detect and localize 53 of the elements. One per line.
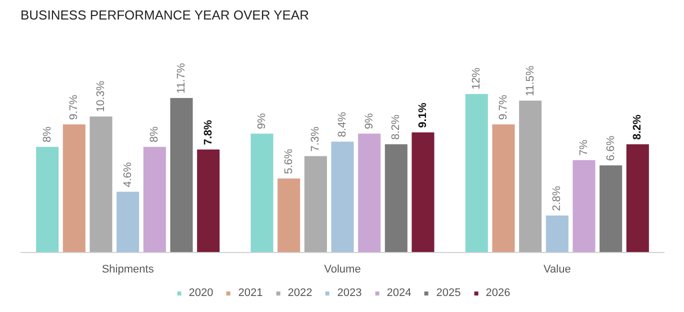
data-label: 7.8% xyxy=(202,120,214,146)
data-label: 8.4% xyxy=(336,112,348,138)
bar xyxy=(278,178,300,252)
legend-label: 2022 xyxy=(288,287,312,299)
data-label: 11.7% xyxy=(176,62,188,94)
bar xyxy=(250,134,274,252)
data-label: 7.3% xyxy=(310,126,322,152)
data-label: 9.1% xyxy=(417,102,429,128)
data-label: 8.2% xyxy=(632,114,644,140)
bar xyxy=(304,156,327,252)
data-label: 8% xyxy=(41,126,54,142)
bar xyxy=(412,132,434,252)
data-label: 9% xyxy=(256,113,268,130)
bar xyxy=(197,150,220,252)
bar xyxy=(546,216,568,252)
chart-title: BUSINESS PERFORMANCE YEAR OVER YEAR xyxy=(20,8,309,22)
bar xyxy=(572,160,596,252)
bar xyxy=(600,165,622,252)
bar xyxy=(331,142,354,252)
data-label: 9.7% xyxy=(498,94,510,120)
data-label: 10.3% xyxy=(95,80,107,112)
x-tick-label: Value xyxy=(544,264,571,276)
bar xyxy=(116,192,140,252)
bar xyxy=(358,134,381,252)
data-label: 8% xyxy=(148,126,161,142)
bar xyxy=(626,144,649,252)
bar xyxy=(170,98,193,252)
legend-label: 2020 xyxy=(188,287,214,299)
legend-label: 2023 xyxy=(337,287,362,299)
bar xyxy=(143,146,166,252)
data-label: 12% xyxy=(470,67,483,90)
bar xyxy=(384,144,408,252)
bar xyxy=(90,116,112,252)
legend-label: 2024 xyxy=(386,287,412,299)
bar xyxy=(62,124,86,252)
bar xyxy=(465,94,488,252)
legend-label: 2026 xyxy=(486,287,510,299)
bar xyxy=(36,146,59,252)
data-label: 9% xyxy=(363,113,376,130)
legend-label: 2021 xyxy=(238,287,263,299)
data-label: 9.7% xyxy=(68,94,80,120)
data-label: 2.8% xyxy=(551,186,564,212)
data-label: 4.6% xyxy=(122,162,134,188)
legend-label: 2025 xyxy=(436,287,461,299)
data-label: 6.6% xyxy=(604,136,617,161)
x-tick-label: Shipments xyxy=(102,264,154,276)
bar xyxy=(519,100,542,252)
data-label: 8.2% xyxy=(390,114,402,140)
x-tick-label: Volume xyxy=(324,264,361,276)
data-label: 7% xyxy=(578,139,590,156)
bar xyxy=(492,124,515,252)
data-label: 11.5% xyxy=(524,66,536,96)
data-label: 5.6% xyxy=(282,148,295,174)
